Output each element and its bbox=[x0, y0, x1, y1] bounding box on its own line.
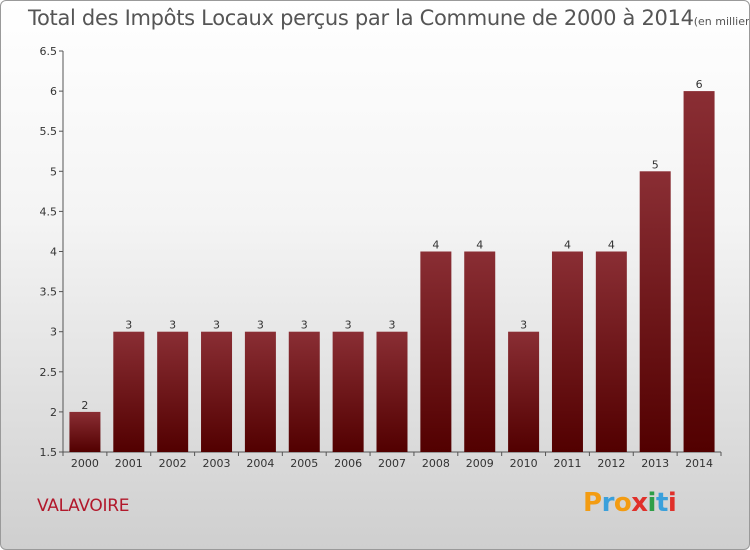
x-tick-label: 2014 bbox=[685, 457, 713, 470]
logo-letter: i bbox=[647, 488, 657, 518]
bar-value-label: 3 bbox=[389, 319, 396, 332]
bar-2012 bbox=[595, 251, 627, 452]
y-tick-label: 5 bbox=[50, 165, 57, 178]
x-tick-label: 2012 bbox=[597, 457, 625, 470]
bar-value-label: 3 bbox=[213, 319, 220, 332]
bar-value-label: 3 bbox=[125, 319, 132, 332]
bar-2009 bbox=[464, 251, 496, 452]
bar-value-label: 5 bbox=[652, 158, 659, 171]
bars bbox=[69, 91, 715, 453]
bar-2003 bbox=[201, 331, 233, 452]
bar-2001 bbox=[113, 331, 145, 452]
bar-value-label: 3 bbox=[257, 319, 264, 332]
x-tick-label: 2006 bbox=[334, 457, 362, 470]
y-tick-label: 2 bbox=[50, 406, 57, 419]
y-tick-label: 6 bbox=[50, 85, 57, 98]
x-tick-label: 2009 bbox=[466, 457, 494, 470]
bar-2013 bbox=[639, 171, 671, 453]
x-tick-label: 2003 bbox=[203, 457, 231, 470]
bar-value-label: 3 bbox=[345, 319, 352, 332]
y-tick-label: 5.5 bbox=[40, 125, 58, 138]
y-tick-label: 4.5 bbox=[40, 205, 58, 218]
bar-2014 bbox=[683, 91, 715, 452]
bar-2006 bbox=[332, 331, 364, 452]
bar-value-label: 4 bbox=[564, 239, 571, 252]
bar-2004 bbox=[244, 331, 276, 452]
x-tick-label: 2011 bbox=[553, 457, 581, 470]
bar-2002 bbox=[157, 331, 189, 452]
x-tick-label: 2005 bbox=[290, 457, 318, 470]
logo-letter: r bbox=[601, 488, 615, 518]
logo-letter: o bbox=[613, 488, 632, 518]
chart-title-main: Total des Impôts Locaux perçus par la Co… bbox=[28, 6, 694, 30]
proxiti-logo: Proxiti bbox=[583, 488, 677, 518]
bar-2011 bbox=[551, 251, 583, 452]
bar-value-label: 3 bbox=[520, 319, 527, 332]
chart-title: Total des Impôts Locaux perçus par la Co… bbox=[28, 6, 750, 30]
bar-2005 bbox=[288, 331, 320, 452]
bar-2008 bbox=[420, 251, 452, 452]
x-tick-label: 2013 bbox=[641, 457, 669, 470]
bar-2007 bbox=[376, 331, 408, 452]
logo-letter: P bbox=[583, 488, 602, 518]
bar-value-labels: 2 3 3 3 3 3 3 3 4 4 3 4 4 5 6 bbox=[81, 78, 702, 412]
bar-value-label: 4 bbox=[432, 239, 439, 252]
x-tick-label: 2004 bbox=[246, 457, 274, 470]
bar-value-label: 3 bbox=[169, 319, 176, 332]
x-tick-label: 2010 bbox=[510, 457, 538, 470]
y-tick-label: 6.5 bbox=[40, 45, 58, 58]
chart-title-unit: (en milliers d'€) bbox=[693, 15, 750, 28]
bar-value-label: 3 bbox=[301, 319, 308, 332]
bar-value-label: 6 bbox=[696, 78, 703, 91]
x-tick-label: 2001 bbox=[115, 457, 143, 470]
bar-2010 bbox=[508, 331, 540, 452]
y-tick-label: 1.5 bbox=[40, 446, 58, 459]
logo-letter: x bbox=[631, 488, 648, 518]
x-tick-label: 2000 bbox=[71, 457, 99, 470]
y-tick-label: 3.5 bbox=[40, 286, 58, 299]
y-tick-label: 2.5 bbox=[40, 366, 58, 379]
axes: 1.5 2 2.5 3 3.5 4 4.5 5 5.5 6 6.5 2000 2001 2002 2003 2… bbox=[40, 45, 722, 470]
logo-letter: i bbox=[667, 488, 677, 518]
y-tick-label: 3 bbox=[50, 326, 57, 339]
bar-value-label: 4 bbox=[608, 239, 615, 252]
y-tick-label: 4 bbox=[50, 246, 57, 259]
logo-letter: t bbox=[655, 488, 668, 518]
commune-name: VALAVOIRE bbox=[37, 496, 130, 516]
x-tick-label: 2002 bbox=[159, 457, 187, 470]
bar-value-label: 4 bbox=[476, 239, 483, 252]
bar-2000 bbox=[69, 411, 101, 452]
x-tick-label: 2007 bbox=[378, 457, 406, 470]
x-tick-label: 2008 bbox=[422, 457, 450, 470]
bar-value-label: 2 bbox=[81, 399, 88, 412]
